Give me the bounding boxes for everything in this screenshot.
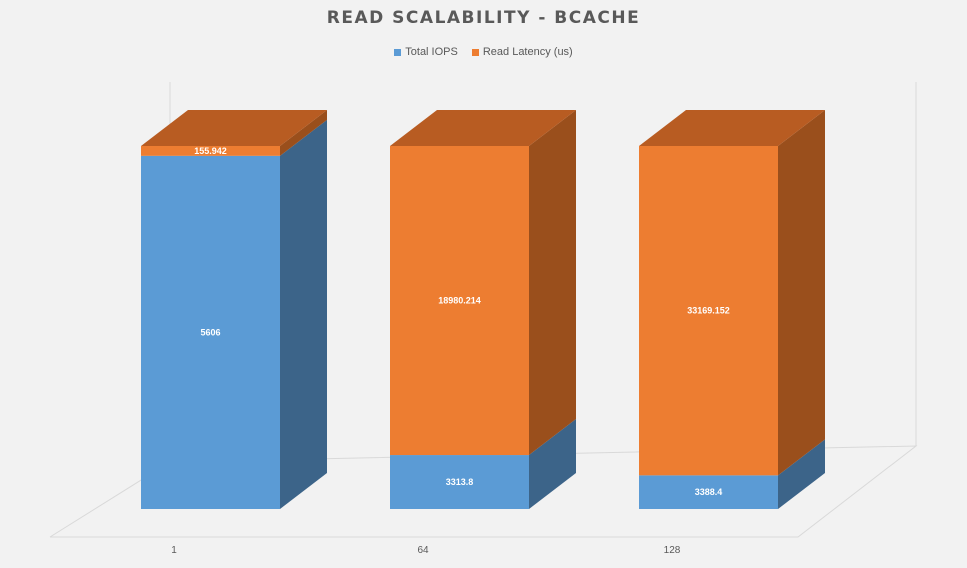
x-tick-label-64: 64 [417, 545, 429, 556]
legend-label-total-iops: Total IOPS [405, 46, 458, 58]
x-tick-label-128: 128 [664, 545, 681, 556]
bar-stack-128: 3388.4 33169.152 [639, 110, 825, 509]
bar-side-total-iops-128 [778, 439, 825, 509]
bar-side-read-latency-128 [778, 110, 825, 476]
data-label-read-latency-64: 18980.214 [438, 296, 481, 306]
bar-side-total-iops-1 [280, 119, 327, 509]
bars-layer: 5606 155.942 3313.8 18980.214 3388.4 33169.15… [141, 110, 825, 509]
legend-swatch-total-iops [394, 48, 402, 56]
bar-front-total-iops-128 [639, 475, 778, 509]
data-label-total-iops-128: 3388.4 [695, 487, 723, 497]
bar-front-total-iops-64 [390, 455, 529, 509]
bar-stack-1: 5606 155.942 [141, 110, 327, 509]
bar-side-read-latency-64 [529, 110, 576, 456]
bar-stack-64: 3313.8 18980.214 [390, 110, 576, 509]
bar-side-total-iops-64 [529, 419, 576, 509]
bar-top-read-latency-64 [390, 110, 576, 146]
bar-front-read-latency-128 [639, 146, 778, 476]
bar-top-read-latency-1 [141, 110, 327, 146]
data-label-total-iops-64: 3313.8 [446, 477, 474, 487]
legend-item-read-latency: Read Latency (us) [471, 46, 573, 58]
floor-outline [49, 445, 918, 538]
legend: Total IOPS Read Latency (us) [0, 46, 967, 58]
bar-top-read-latency-128 [639, 110, 825, 146]
data-label-total-iops-1: 5606 [200, 327, 220, 337]
bar-front-total-iops-1 [141, 155, 280, 509]
data-label-read-latency-1: 155.942 [194, 146, 227, 156]
bar-front-read-latency-1 [141, 146, 280, 156]
legend-item-total-iops: Total IOPS [394, 46, 458, 58]
bar-side-read-latency-1 [280, 110, 327, 156]
x-tick-label-1: 1 [171, 545, 177, 556]
bar-front-read-latency-64 [390, 146, 529, 456]
chart-title: READ SCALABILITY - BCACHE [326, 8, 641, 28]
ticks-layer: 1 64 128 [171, 545, 681, 556]
legend-swatch-read-latency [471, 48, 479, 56]
data-label-read-latency-128: 33169.152 [687, 306, 730, 316]
legend-label-read-latency: Read Latency (us) [482, 46, 573, 58]
